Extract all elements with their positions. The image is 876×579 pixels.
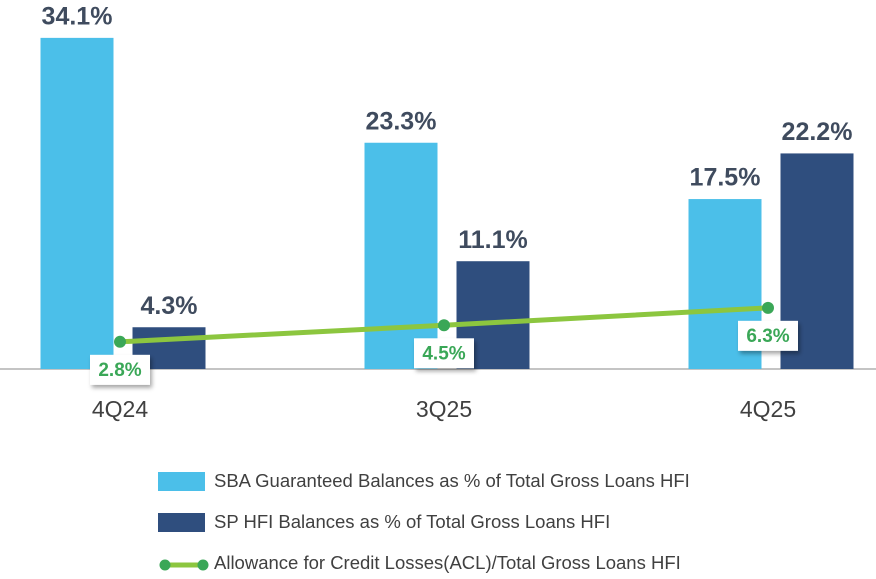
- data-label-box: [414, 338, 474, 369]
- bar: [40, 37, 114, 369]
- x-tick-label: 3Q25: [416, 396, 472, 422]
- legend-swatch: [158, 513, 205, 532]
- data-label: 17.5%: [690, 164, 761, 192]
- legend-label: Allowance for Credit Losses(ACL)/Total G…: [214, 552, 681, 573]
- bar: [364, 142, 438, 369]
- data-label: 34.1%: [42, 2, 113, 30]
- data-label: 2.8%: [98, 360, 141, 381]
- line-marker: [438, 319, 450, 332]
- line-marker: [762, 301, 774, 314]
- data-label: 4.3%: [141, 292, 198, 320]
- x-tick-label: 4Q24: [92, 396, 148, 422]
- legend-marker: [197, 559, 209, 571]
- data-label: 11.1%: [458, 226, 528, 254]
- data-label: 6.3%: [746, 326, 789, 347]
- line-marker: [114, 335, 126, 348]
- data-label-box: [90, 354, 150, 385]
- data-label: 4.5%: [422, 343, 465, 364]
- data-label-box: [738, 320, 798, 351]
- legend-label: SP HFI Balances as % of Total Gross Loan…: [214, 511, 610, 532]
- legend-swatch: [158, 472, 205, 491]
- data-label: 23.3%: [366, 107, 437, 135]
- legend-label: SBA Guaranteed Balances as % of Total Gr…: [214, 470, 690, 491]
- x-tick-label: 4Q25: [740, 396, 796, 422]
- legend-marker: [159, 559, 171, 571]
- data-label: 22.2%: [782, 118, 853, 146]
